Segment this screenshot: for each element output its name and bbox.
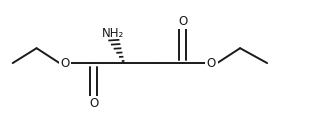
Text: O: O [178, 15, 188, 28]
Text: O: O [207, 57, 216, 70]
Text: O: O [60, 57, 70, 70]
Text: O: O [89, 97, 99, 110]
Text: NH₂: NH₂ [102, 27, 124, 40]
